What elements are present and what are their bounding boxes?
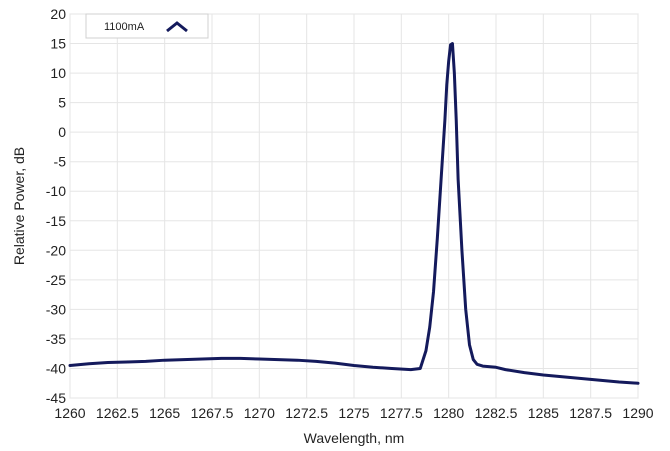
x-axis-title: Wavelength, nm <box>304 430 405 446</box>
x-tick-label: 1272.5 <box>285 405 328 421</box>
y-tick-label: -30 <box>46 301 66 317</box>
y-tick-label: -40 <box>46 360 66 376</box>
x-tick-label: 1287.5 <box>569 405 612 421</box>
y-tick-label: 0 <box>58 124 66 140</box>
y-tick-label: -5 <box>54 154 67 170</box>
x-tick-label: 1262.5 <box>96 405 139 421</box>
x-tick-label: 1280 <box>433 405 464 421</box>
x-tick-label: 1285 <box>528 405 559 421</box>
x-tick-label: 1290 <box>622 405 653 421</box>
x-tick-label: 1275 <box>338 405 369 421</box>
y-tick-label: -45 <box>46 390 66 406</box>
y-tick-label: -20 <box>46 242 66 258</box>
y-tick-label: -10 <box>46 183 66 199</box>
y-tick-label: 10 <box>50 65 66 81</box>
y-tick-label: 20 <box>50 6 66 22</box>
x-tick-label: 1260 <box>54 405 85 421</box>
legend: 1100mA <box>85 13 209 39</box>
y-tick-label: 15 <box>50 36 66 52</box>
legend-box <box>85 13 209 39</box>
legend-label: 1100mA <box>104 21 145 33</box>
series-line-0 <box>68 42 640 385</box>
y-tick-label: -15 <box>46 213 66 229</box>
x-tick-label: 1265 <box>149 405 180 421</box>
y-axis-title: Relative Power, dB <box>11 147 27 265</box>
y-tick-label: -25 <box>46 272 66 288</box>
series-layer <box>68 42 640 385</box>
x-tick-label: 1267.5 <box>191 405 234 421</box>
legend-swatch <box>166 21 188 33</box>
x-tick-label: 1277.5 <box>380 405 423 421</box>
y-tick-label: 5 <box>58 95 66 111</box>
x-tick-label: 1282.5 <box>475 405 518 421</box>
axis-layer: 1260 1262.5 1265 1267.5 1270 1272.5 1275 1277.5… <box>46 6 654 421</box>
y-tick-label: -35 <box>46 331 66 347</box>
x-tick-label: 1270 <box>244 405 275 421</box>
